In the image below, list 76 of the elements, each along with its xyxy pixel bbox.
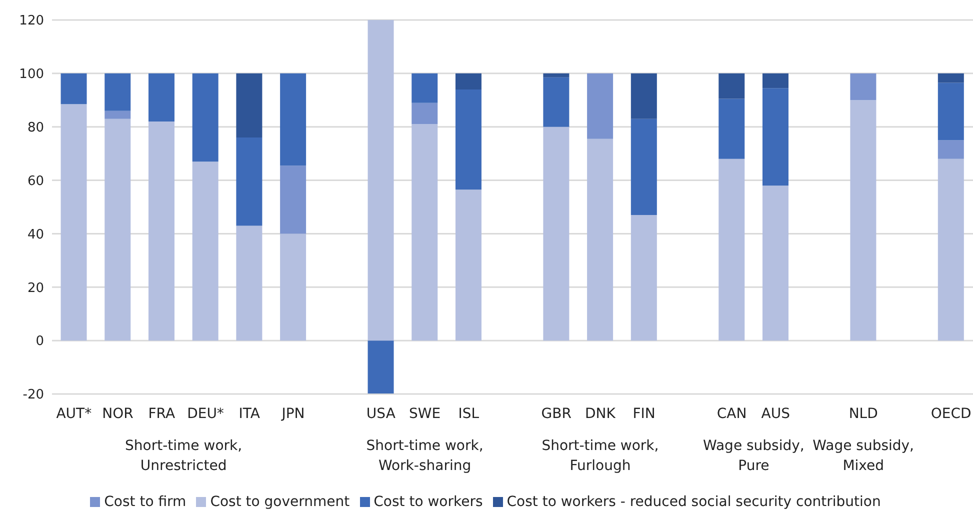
bar [938, 140, 964, 159]
bar [718, 98, 745, 159]
y-tick-label: 60 [27, 174, 44, 189]
bar [280, 73, 306, 166]
x-tick-label: FIN [632, 406, 656, 422]
text: Wage subsidy, Mixed [812, 438, 914, 474]
bar [543, 126, 570, 341]
x-tick-label: GBR [541, 406, 572, 422]
x-tick-label: OECD [930, 406, 972, 422]
bar [762, 88, 788, 186]
y-tick-label: 120 [19, 14, 44, 29]
text: Wage subsidy, Pure [703, 438, 804, 474]
x-tick-label: JPN [280, 406, 305, 422]
x-tick-label: ITA [238, 406, 260, 422]
bar [104, 73, 131, 111]
y-tick-label: -20 [22, 388, 44, 403]
bar [368, 340, 394, 394]
bar [236, 138, 262, 226]
x-tick-label: USA [366, 406, 396, 422]
x-tick-label: DEU* [187, 406, 224, 422]
bar [148, 73, 174, 122]
bar [280, 166, 306, 234]
bar [104, 110, 131, 119]
bar [60, 104, 87, 341]
bar [587, 73, 614, 139]
x-tick-label: AUS [761, 406, 790, 422]
bar [938, 158, 964, 341]
bar [543, 73, 570, 78]
x-tick-label: NOR [102, 406, 134, 422]
x-tick-label: FRA [148, 406, 176, 422]
bar [192, 73, 218, 162]
x-tick-label: SWE [408, 406, 441, 422]
x-tick-label: ISL [458, 406, 480, 422]
x-tick-label: AUT* [56, 406, 92, 422]
bar [412, 102, 438, 124]
y-tick-label: 20 [27, 280, 44, 296]
bar [368, 20, 394, 341]
bar [455, 89, 482, 190]
text: Short-time work, Furlough [542, 438, 659, 474]
bar [60, 73, 87, 104]
bar [280, 234, 306, 341]
bar [455, 190, 482, 341]
x-tick-label: CAN [716, 406, 747, 422]
legend-label: Cost to firm [104, 494, 186, 510]
y-tick-label: 100 [19, 67, 44, 82]
bar [543, 77, 570, 127]
bar [455, 73, 482, 90]
bar [630, 73, 657, 119]
bar [850, 100, 876, 341]
bar [236, 226, 262, 341]
bar [938, 73, 964, 83]
bar [587, 138, 614, 341]
legend-label: Cost to government [210, 494, 350, 510]
bar [148, 122, 174, 341]
bar [762, 73, 788, 88]
y-tick-label: 40 [27, 227, 44, 242]
bar [412, 73, 438, 103]
bar [850, 73, 876, 100]
bar [236, 73, 262, 138]
bar [762, 186, 788, 341]
y-tick-label: 80 [27, 120, 44, 136]
bar [718, 73, 745, 99]
text: Short-time work, Work-sharing [366, 438, 484, 474]
text: Short-time work, Unrestricted [125, 438, 242, 474]
legend-label: Cost to workers - reduced social security contribution [506, 494, 881, 510]
bar [630, 215, 657, 341]
y-tick-label: 0 [36, 334, 44, 350]
bar [938, 82, 964, 140]
bar [412, 124, 438, 341]
bar [630, 118, 657, 216]
bar [192, 162, 218, 341]
x-tick-label: DNK [584, 406, 616, 422]
legend-label: Cost to workers [374, 494, 483, 510]
bar [718, 158, 745, 341]
bar [104, 118, 131, 341]
x-tick-label: NLD [848, 406, 878, 422]
